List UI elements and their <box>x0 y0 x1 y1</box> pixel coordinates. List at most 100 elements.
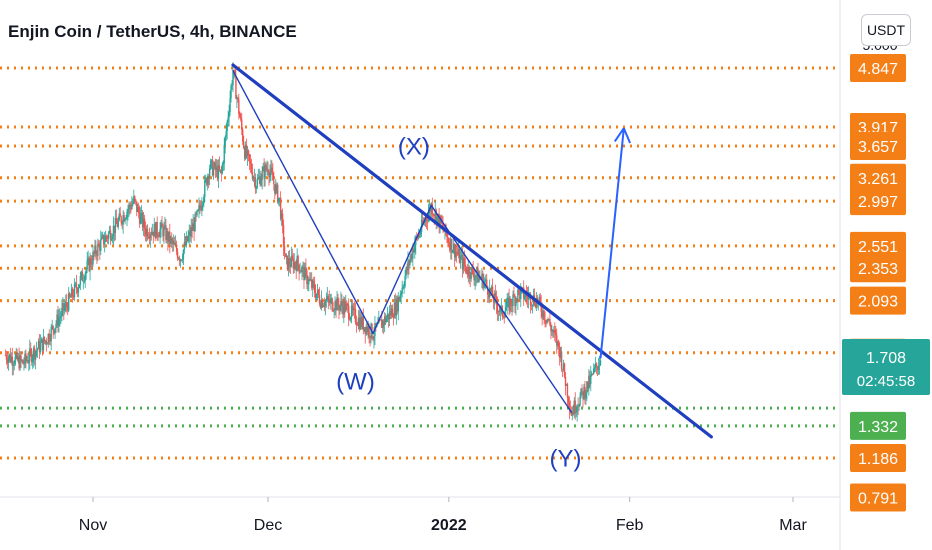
candle-body <box>596 366 599 370</box>
candle-body <box>258 176 260 178</box>
currency-button[interactable]: USDT <box>861 14 911 46</box>
candle-body <box>388 311 391 320</box>
candle-body <box>105 235 108 238</box>
candle-body <box>314 292 317 299</box>
candle-body <box>231 84 233 86</box>
candle-body <box>195 214 197 216</box>
candle-body <box>469 276 471 279</box>
candle-body <box>458 248 461 263</box>
candle-body <box>80 271 83 277</box>
candle-body <box>267 168 269 173</box>
candle-body <box>486 279 488 287</box>
candle-body <box>9 354 12 362</box>
candle-body <box>470 267 472 279</box>
candle-body <box>296 256 298 271</box>
candle-body <box>155 221 157 239</box>
candle-body <box>344 301 346 312</box>
candle-body <box>460 254 463 256</box>
candle-body <box>120 216 122 223</box>
candle-body <box>217 165 220 179</box>
candle-body <box>197 210 199 211</box>
candle-body <box>33 348 36 360</box>
candle-body <box>339 305 341 311</box>
candle-body <box>175 244 178 252</box>
candle-body <box>268 172 270 178</box>
candle-body <box>499 306 502 312</box>
candle-body <box>95 245 97 255</box>
candle-body <box>119 213 121 217</box>
candle-body <box>407 260 409 271</box>
candle-body <box>14 356 16 365</box>
candle-body <box>133 196 135 203</box>
price-badge-green <box>850 411 906 440</box>
candle-body <box>368 326 370 337</box>
candle-body <box>118 213 120 221</box>
candle-body <box>127 209 129 212</box>
candle-body <box>237 97 239 100</box>
candle-body <box>87 258 89 262</box>
candle-body <box>587 381 589 389</box>
candle-body <box>7 357 10 364</box>
candle-body <box>419 232 422 235</box>
candle-body <box>369 336 371 338</box>
candle-body <box>255 187 258 189</box>
candle-body <box>10 356 13 362</box>
candle-body <box>236 97 238 99</box>
candle-body <box>19 355 21 369</box>
drawings[interactable] <box>231 63 713 439</box>
candle-body <box>6 359 9 364</box>
candle-body <box>75 283 78 289</box>
candle-body <box>271 167 273 173</box>
candle-body <box>128 204 130 210</box>
candle-body <box>162 227 164 237</box>
candle-body <box>125 218 127 219</box>
candle-body <box>326 296 329 300</box>
candle-body <box>58 317 60 326</box>
candle-body <box>101 236 103 240</box>
candle-body <box>505 307 507 311</box>
candle-body <box>239 114 241 118</box>
candle-body <box>129 204 131 207</box>
candle-body <box>124 218 126 222</box>
candle-body <box>297 256 299 265</box>
candle-body <box>45 340 48 344</box>
candle-body <box>298 264 300 273</box>
candle-body <box>595 363 598 367</box>
candle-body <box>21 360 23 362</box>
candle-body <box>356 324 359 326</box>
candle-body <box>204 180 206 198</box>
candle-body <box>361 316 364 327</box>
candle-body <box>34 351 37 360</box>
candle-body <box>56 314 58 324</box>
candle-body <box>448 242 450 244</box>
candle-body <box>275 184 277 194</box>
candle-body <box>30 348 32 352</box>
candle-body <box>23 363 25 365</box>
candle-body <box>132 202 134 205</box>
candle-body <box>102 234 104 237</box>
price-badge <box>850 163 906 192</box>
candle-body <box>331 298 333 311</box>
candle-body <box>567 397 570 403</box>
candle-body <box>31 351 33 363</box>
candle-body <box>466 272 469 275</box>
candle-body <box>152 231 154 237</box>
candle-body <box>22 360 24 365</box>
candle-body <box>89 258 91 271</box>
candle-body <box>61 308 63 316</box>
candle-body <box>111 236 114 240</box>
candle-body <box>182 249 185 260</box>
candle-body <box>325 299 328 301</box>
candle-body <box>55 323 57 328</box>
candle-body <box>435 209 437 224</box>
candle-body <box>277 184 279 203</box>
candle-body <box>172 242 175 245</box>
candle-body <box>206 178 208 185</box>
candle-body <box>585 393 587 399</box>
projection-arrow-head <box>622 127 631 144</box>
price-badge-partial-text: 0.791 <box>858 491 898 508</box>
candle-body <box>431 203 434 215</box>
candle-body <box>84 273 86 281</box>
